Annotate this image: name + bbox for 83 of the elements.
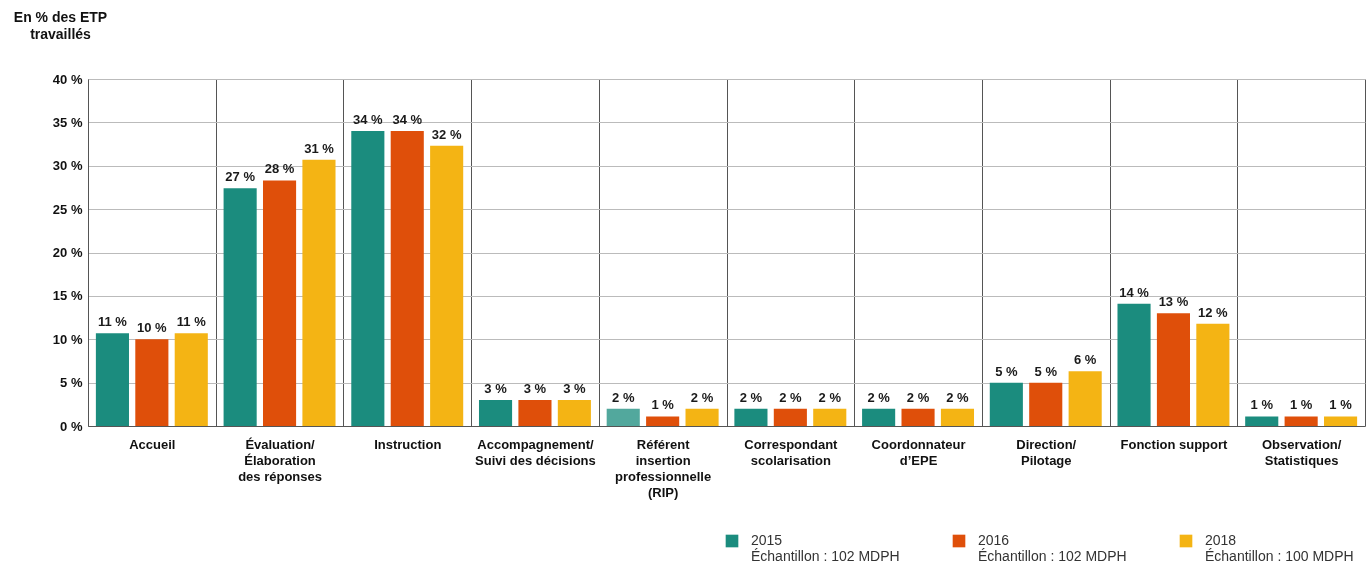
data-label: 3 % <box>523 380 547 396</box>
y-axis-title: En % des ETP travaillés <box>13 8 108 42</box>
data-label: 11 % <box>97 314 128 330</box>
bar <box>773 408 807 426</box>
bar <box>351 131 385 426</box>
bar <box>430 145 464 426</box>
y-tick-label: 35 % <box>52 114 83 130</box>
x-tick-label: Accueil <box>129 436 176 452</box>
x-tick-label: Évaluation/ Élaboration des réponses <box>238 436 322 484</box>
data-label: 2 % <box>867 389 891 405</box>
bar <box>1156 313 1190 426</box>
bar <box>390 131 424 426</box>
bar <box>989 382 1023 426</box>
legend-label: 2018 Échantillon : 100 MDPH <box>1205 532 1354 564</box>
data-label: 2 % <box>818 389 842 405</box>
data-label: 1 % <box>651 397 675 413</box>
data-label: 2 % <box>906 389 930 405</box>
data-label: 34 % <box>353 112 384 128</box>
data-label: 28 % <box>264 161 295 177</box>
bar <box>1245 416 1279 426</box>
data-label: 1 % <box>1289 397 1313 413</box>
y-tick-label: 0 % <box>60 418 83 434</box>
y-tick-label: 30 % <box>52 158 83 174</box>
bar <box>223 188 257 426</box>
data-label: 2 % <box>612 389 635 405</box>
y-tick-label: 20 % <box>52 245 83 260</box>
x-tick-label: Référent insertion professionnelle (RIP) <box>615 436 712 500</box>
x-tick-label: Fonction support <box>1120 436 1229 452</box>
y-tick-label: 40 % <box>52 71 83 87</box>
bar <box>862 408 896 426</box>
y-tick-label: 15 % <box>52 288 83 304</box>
x-tick-label: Accompagnement/ Suivi des décisions <box>475 436 596 468</box>
data-label: 6 % <box>1073 352 1097 368</box>
data-label: 13 % <box>1158 294 1189 310</box>
bar <box>734 408 768 426</box>
x-tick-label: Coordonnateur d’EPE <box>871 436 966 468</box>
data-label: 2 % <box>946 389 970 405</box>
bar <box>1068 371 1102 426</box>
data-label: 34 % <box>392 112 423 128</box>
data-label: 1 % <box>1250 397 1274 413</box>
data-label: 2 % <box>690 389 714 405</box>
bar <box>263 180 297 426</box>
data-label: 3 % <box>563 380 586 396</box>
data-label: 2 % <box>739 389 763 405</box>
x-tick-label: Observation/ Statistiques <box>1261 436 1342 468</box>
bar <box>174 333 208 426</box>
data-label: 5 % <box>995 363 1018 379</box>
bar <box>557 399 591 426</box>
bar <box>1324 416 1358 426</box>
bar <box>813 408 847 426</box>
bar <box>1284 416 1318 426</box>
data-label: 31 % <box>304 140 335 156</box>
x-tick-label: Instruction <box>374 436 442 452</box>
bar <box>478 399 513 426</box>
bar <box>1029 382 1063 426</box>
y-tick-label: 25 % <box>52 201 83 217</box>
data-label: 11 % <box>176 314 207 330</box>
data-label: 5 % <box>1034 363 1058 379</box>
data-label: 3 % <box>484 380 508 396</box>
data-label: 12 % <box>1198 304 1229 320</box>
data-label: 32 % <box>431 126 462 142</box>
data-label: 27 % <box>225 169 256 185</box>
bar <box>1196 323 1230 426</box>
data-label: 14 % <box>1119 284 1150 300</box>
data-label: 2 % <box>779 389 802 405</box>
x-tick-label: Correspondant scolarisation <box>744 436 839 468</box>
bar <box>135 339 169 426</box>
bar <box>302 159 336 426</box>
data-label: 1 % <box>1329 397 1353 413</box>
bar <box>1117 303 1151 426</box>
data-label: 10 % <box>137 320 168 336</box>
legend-label: 2015 Échantillon : 102 MDPH <box>751 532 900 564</box>
bar <box>901 408 935 426</box>
bar <box>940 408 975 426</box>
bar <box>518 399 552 426</box>
bar <box>95 333 129 426</box>
bar <box>606 408 640 426</box>
bar <box>646 416 680 426</box>
x-tick-label: Direction/ Pilotage <box>1016 436 1077 468</box>
legend-label: 2016 Échantillon : 102 MDPH <box>978 532 1127 564</box>
y-tick-label: 5 % <box>60 375 83 391</box>
y-tick-label: 10 % <box>52 331 83 347</box>
bar <box>685 408 719 426</box>
